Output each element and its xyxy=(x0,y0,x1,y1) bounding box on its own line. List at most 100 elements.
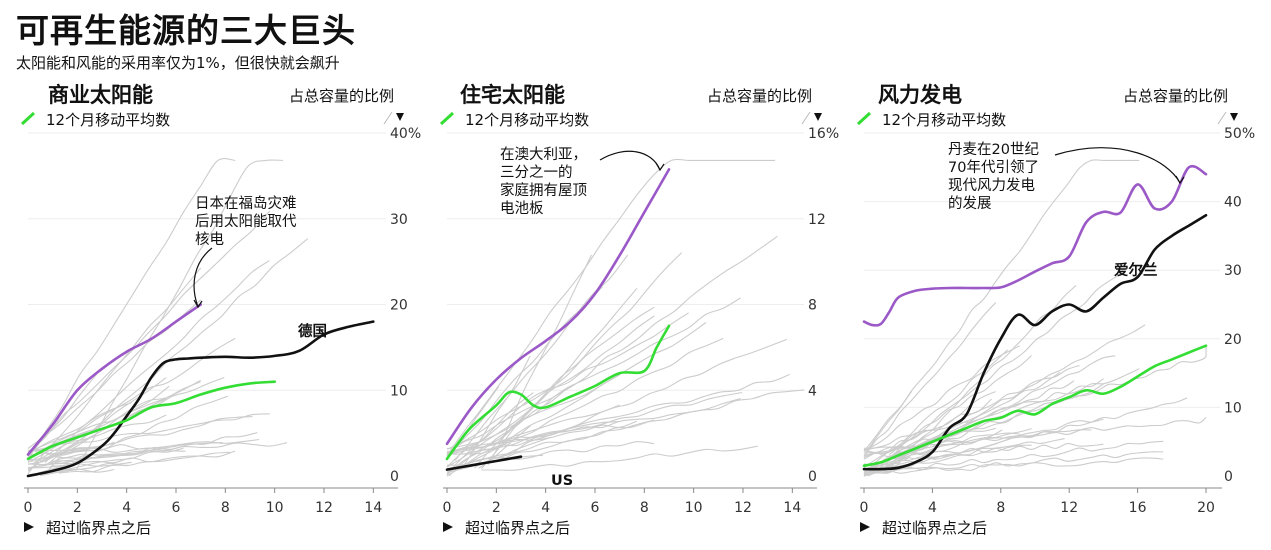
annotation-line: 70年代引领了 xyxy=(948,159,1039,176)
background-series-line xyxy=(27,267,202,475)
background-series-line xyxy=(446,387,569,476)
y-tick-label: 30 xyxy=(1224,263,1242,279)
background-series-line xyxy=(58,464,128,474)
x-axis-label: 超过临界点之后 xyxy=(882,519,987,537)
background-series-line xyxy=(896,284,1077,467)
annotation-line: 三分之一的 xyxy=(500,164,573,181)
background-series-line xyxy=(863,397,1188,475)
background-series-line xyxy=(894,429,1003,463)
background-series-line xyxy=(27,381,201,454)
background-series-line xyxy=(863,302,997,459)
page-title: 可再生能源的三大巨头 xyxy=(16,11,356,50)
x-tick-label: 10 xyxy=(266,500,284,516)
unit-tick-mark xyxy=(383,111,393,125)
x-tick-label: 12 xyxy=(1060,500,1078,516)
series-line-average xyxy=(862,344,1208,467)
x-tick-label: 4 xyxy=(928,500,937,516)
background-series-line xyxy=(446,158,776,456)
panel-title: 风力发电 xyxy=(878,83,962,107)
legend-swatch xyxy=(20,111,36,126)
unit-tick-mark xyxy=(1217,111,1227,125)
x-tick-label: 4 xyxy=(541,500,550,516)
legend-label: 12个月移动平均数 xyxy=(882,111,1006,129)
x-tick-label: 14 xyxy=(364,500,382,516)
legend-label: 12个月移动平均数 xyxy=(46,111,170,129)
series-line-average xyxy=(26,380,276,461)
y-tick-label: 40 xyxy=(1224,195,1242,211)
y-tick-label: 12 xyxy=(808,212,826,228)
background-series-line xyxy=(476,389,805,463)
panel-3: 风力发电 12个月移动平均数 占总容量的比例 0 10 20 30 40 50% 0 4 8 12 16 2… xyxy=(856,83,1255,537)
background-series-line xyxy=(27,446,98,462)
series-line-highlight xyxy=(445,168,671,446)
annotation-line: 在澳大利亚， xyxy=(500,146,587,163)
background-series-line xyxy=(34,438,260,455)
x-tick-label: 14 xyxy=(783,500,801,516)
y-tick-label: 0 xyxy=(808,469,817,485)
annotation-line: 日本在福岛灾难 xyxy=(195,195,297,212)
y-tick-label: 10 xyxy=(390,383,408,399)
y-unit-label: 占总容量的比例 xyxy=(289,87,394,105)
annotation-line: 丹麦在20世纪 xyxy=(948,141,1039,158)
panel-1: 商业太阳能 12个月移动平均数 占总容量的比例 0 10 20 30 40% 0 2 4 6 8 10 12… xyxy=(20,83,421,537)
background-series-line xyxy=(481,287,638,469)
background-series-line xyxy=(446,337,724,470)
background-series-line xyxy=(475,338,788,467)
annotation-text: 日本在福岛灾难后用太阳能取代核电 xyxy=(195,195,297,248)
background-series-line xyxy=(446,312,689,450)
background-series-line xyxy=(863,159,1140,456)
x-tick-label: 8 xyxy=(640,500,649,516)
background-series-line xyxy=(27,461,132,469)
background-series-line xyxy=(863,457,1164,474)
background-series-line xyxy=(27,158,236,460)
series-line-country xyxy=(862,214,1208,471)
background-series-line xyxy=(446,404,620,456)
background-series-line xyxy=(863,427,996,457)
y-unit-label: 占总容量的比例 xyxy=(707,87,812,105)
arrowhead-icon xyxy=(1175,175,1185,185)
background-series-line xyxy=(446,374,620,454)
down-arrow-icon xyxy=(1230,113,1238,121)
series-line-highlight xyxy=(862,164,1208,327)
legend-swatch xyxy=(439,111,455,126)
series-line-highlight xyxy=(26,303,202,456)
y-tick-label: 50% xyxy=(1224,126,1255,142)
background-series-line xyxy=(863,345,1020,451)
y-tick-label: 30 xyxy=(390,212,408,228)
y-tick-label: 40% xyxy=(390,126,421,142)
panel-title: 住宅太阳能 xyxy=(460,83,565,107)
background-series-line xyxy=(27,401,132,455)
series-line-country xyxy=(445,455,523,471)
background-series-line xyxy=(75,159,283,471)
background-lines xyxy=(446,158,805,477)
down-arrow-icon xyxy=(396,113,404,121)
annotation-text: 在澳大利亚，三分之一的家庭拥有屋顶电池板 xyxy=(500,146,587,217)
annotation-line: 家庭拥有屋顶 xyxy=(500,182,587,199)
arrowhead-icon xyxy=(193,299,203,309)
x-tick-label: 12 xyxy=(315,500,333,516)
annotation-arrow xyxy=(599,150,661,171)
y-tick-label: 20 xyxy=(390,298,408,314)
x-tick-label: 4 xyxy=(122,500,131,516)
background-series-line xyxy=(48,238,309,471)
x-tick-label: 6 xyxy=(172,500,181,516)
background-series-line xyxy=(869,324,1146,476)
series-label: US xyxy=(551,473,573,489)
background-series-line xyxy=(446,420,620,453)
x-tick-label: 0 xyxy=(860,500,869,516)
x-tick-label: 0 xyxy=(443,500,452,516)
legend-label: 12个月移动平均数 xyxy=(465,111,589,129)
panel-2: 住宅太阳能 12个月移动平均数 占总容量的比例 0 4 8 12 16% 0 2 4 6 8 10 12 14… xyxy=(439,83,839,537)
x-tick-label: 20 xyxy=(1197,500,1215,516)
background-series-line xyxy=(446,440,482,450)
y-tick-label: 16% xyxy=(808,126,839,142)
series-label: 德国 xyxy=(298,322,327,340)
background-series-line xyxy=(863,368,1140,451)
annotation-line: 电池板 xyxy=(500,199,544,217)
annotation-line: 的发展 xyxy=(948,195,992,212)
background-series-line xyxy=(39,451,231,477)
x-tick-label: 8 xyxy=(996,500,1005,516)
background-series-line xyxy=(27,337,236,460)
y-tick-label: 10 xyxy=(1224,400,1242,416)
